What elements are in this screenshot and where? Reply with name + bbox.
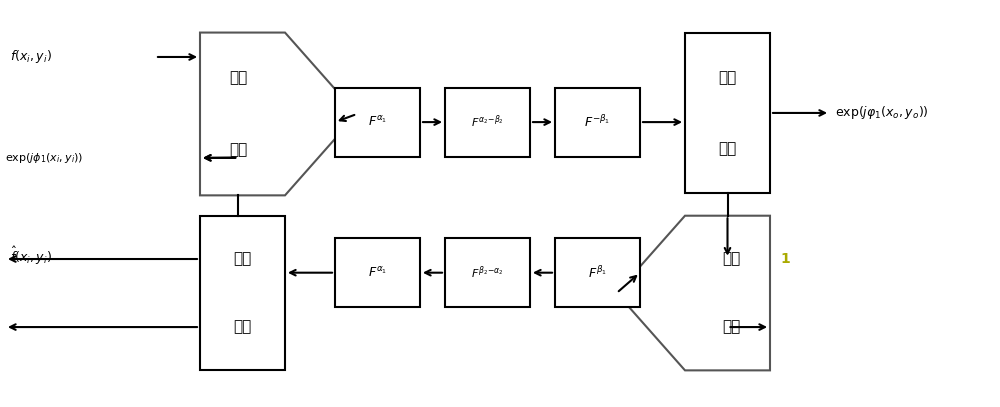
Text: $F^{\alpha_2\!-\!\beta_2}$: $F^{\alpha_2\!-\!\beta_2}$: [471, 114, 504, 130]
Bar: [200, 216, 285, 370]
Bar: [555, 238, 640, 307]
Polygon shape: [200, 33, 357, 195]
Bar: [335, 238, 420, 307]
Text: 相位: 相位: [723, 319, 741, 335]
Text: $\hat{f}(x_i, y_i)$: $\hat{f}(x_i, y_i)$: [10, 245, 52, 267]
Text: $\exp(j\phi_1(x_i, y_i))$: $\exp(j\phi_1(x_i, y_i))$: [5, 151, 83, 165]
Text: $F^{\alpha_1}$: $F^{\alpha_1}$: [368, 266, 387, 280]
Polygon shape: [617, 216, 770, 370]
Bar: [445, 88, 530, 157]
Text: $F^{\alpha_1}$: $F^{\alpha_1}$: [368, 115, 387, 129]
Text: $F^{\beta_1}$: $F^{\beta_1}$: [588, 265, 607, 281]
Bar: [445, 238, 530, 307]
Bar: [555, 88, 640, 157]
Text: 相位: 相位: [229, 142, 247, 157]
Bar: [335, 88, 420, 157]
Text: 振幅: 振幅: [718, 70, 737, 85]
Text: $F^{\beta_2\!-\!\alpha_2}$: $F^{\beta_2\!-\!\alpha_2}$: [471, 265, 504, 281]
Text: $F^{-\beta_1}$: $F^{-\beta_1}$: [584, 114, 611, 130]
Text: 相位: 相位: [718, 141, 737, 156]
Text: 振幅: 振幅: [233, 252, 252, 267]
Text: 1: 1: [780, 252, 790, 266]
Text: $\exp(j\varphi_1(x_o, y_o))$: $\exp(j\varphi_1(x_o, y_o))$: [835, 105, 929, 121]
Text: 振幅: 振幅: [229, 71, 247, 85]
Text: 相位: 相位: [233, 319, 252, 335]
Text: 振幅: 振幅: [723, 252, 741, 267]
Bar: [685, 33, 770, 193]
Text: $f(x_i, y_i)$: $f(x_i, y_i)$: [10, 48, 52, 66]
